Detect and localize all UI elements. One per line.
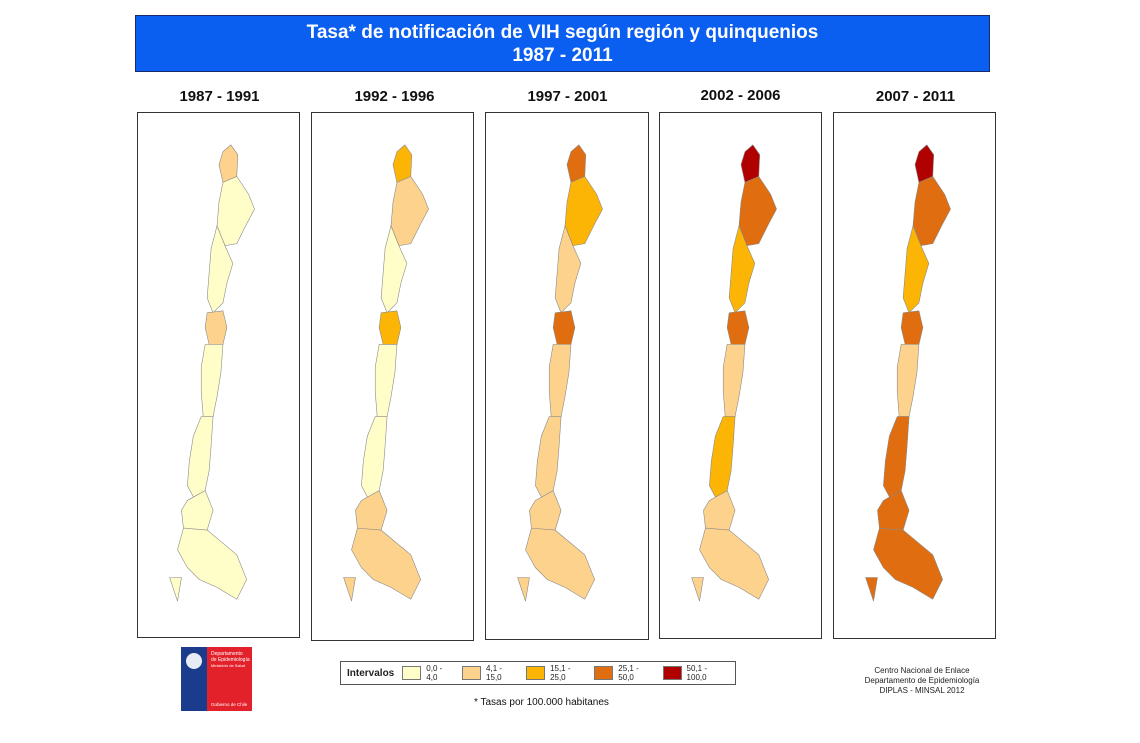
region-mid <box>206 224 234 314</box>
map-panel-1992-1996 <box>311 112 474 641</box>
region-upper <box>390 176 429 246</box>
region-centre <box>552 310 576 345</box>
legend-swatch-3 <box>526 666 546 680</box>
region-upper <box>912 176 951 246</box>
period-label-4: 2002 - 2006 <box>700 87 781 104</box>
region-magallanes <box>351 527 421 600</box>
region-centre <box>378 310 402 345</box>
region-south <box>535 416 562 501</box>
region-north <box>218 144 239 183</box>
title-banner: Tasa* de notificación de VIH según regió… <box>135 15 990 72</box>
period-label-5: 2007 - 2011 <box>875 88 956 105</box>
map-panel-2007-2011 <box>833 112 996 639</box>
period-label-1: 1987 - 1991 <box>179 88 260 105</box>
region-north <box>914 144 935 183</box>
legend-swatch-4 <box>594 666 614 680</box>
legend-label-2: 4,1 - 15,0 <box>486 664 503 682</box>
title-line-1: Tasa* de notificación de VIH según regió… <box>306 22 819 43</box>
logo-footer: Gobierno de Chile <box>211 702 248 707</box>
region-magallanes <box>873 527 943 600</box>
region-central_low <box>374 344 398 417</box>
credit-line-1: Centro Nacional de Enlace <box>874 666 970 675</box>
region-mid <box>728 224 756 314</box>
region-north <box>566 144 587 183</box>
map-panel-1997-2001 <box>485 112 649 640</box>
region-central_low <box>200 344 224 417</box>
legend-label-5: 50,1 - 100,0 <box>686 664 708 682</box>
region-north <box>740 144 761 183</box>
title-line-2: 1987 - 2011 <box>512 45 613 66</box>
region-antarctic-wedge <box>517 577 530 602</box>
map-panel-2002-2006 <box>659 112 822 639</box>
logo-line-3: Ministerio de Salud <box>211 663 245 668</box>
region-antarctic-wedge <box>169 577 182 602</box>
region-central_low <box>548 344 572 417</box>
region-magallanes <box>699 527 769 600</box>
logo-line-1: Departamento <box>211 651 243 657</box>
region-magallanes <box>177 527 247 600</box>
legend: Intervalos 0,0 - 4,0 4,1 - 15,0 15,1 - 2… <box>340 661 736 685</box>
chile-map-5 <box>865 144 951 602</box>
region-antarctic-wedge <box>865 577 878 602</box>
region-centre <box>204 310 228 345</box>
region-south <box>883 416 910 501</box>
region-north <box>392 144 413 183</box>
chile-map-1 <box>169 144 255 602</box>
region-antarctic-wedge <box>691 577 704 602</box>
legend-swatch-5 <box>662 666 682 680</box>
region-centre <box>900 310 924 345</box>
period-label-2: 1992 - 1996 <box>354 88 435 105</box>
legend-item-3: 15,1 - 25,0 <box>526 664 586 682</box>
chile-map-2 <box>343 144 429 602</box>
legend-label-1: 0,0 - 4,0 <box>426 664 443 682</box>
region-mid <box>902 224 930 314</box>
credit-block: Centro Nacional de Enlace Departamento d… <box>842 666 1002 696</box>
region-magallanes <box>525 527 595 600</box>
footnote: * Tasas por 100.000 habitanes <box>474 697 609 708</box>
map-panel-1987-1991 <box>137 112 300 638</box>
credit-line-2: Departamento de Epidemiología <box>864 676 980 685</box>
legend-swatch-1 <box>402 666 422 680</box>
region-mid <box>380 224 408 314</box>
region-central_low <box>896 344 920 417</box>
legend-item-1: 0,0 - 4,0 <box>402 664 454 682</box>
region-antarctic-wedge <box>343 577 356 602</box>
region-centre <box>726 310 750 345</box>
legend-item-4: 25,1 - 50,0 <box>594 664 654 682</box>
legend-title: Intervalos <box>347 667 395 679</box>
region-south <box>709 416 736 501</box>
chile-map-3 <box>517 144 603 602</box>
legend-label-3: 15,1 - 25,0 <box>550 664 571 682</box>
period-label-3: 1997 - 2001 <box>527 88 608 105</box>
legend-item-5: 50,1 - 100,0 <box>662 664 727 682</box>
region-upper <box>216 176 255 246</box>
legend-label-4: 25,1 - 50,0 <box>618 664 639 682</box>
region-upper <box>564 176 603 246</box>
legend-item-2: 4,1 - 15,0 <box>462 664 518 682</box>
region-central_low <box>722 344 746 417</box>
logo-line-2: de Epidemiología <box>211 657 250 663</box>
chile-map-4 <box>691 144 777 602</box>
region-upper <box>738 176 777 246</box>
ministry-logo: Departamento de Epidemiología Ministerio… <box>181 647 252 711</box>
region-south <box>361 416 388 501</box>
region-south <box>187 416 214 501</box>
region-mid <box>554 224 582 314</box>
legend-swatch-2 <box>462 666 482 680</box>
credit-line-3: DIPLAS - MINSAL 2012 <box>879 686 965 695</box>
